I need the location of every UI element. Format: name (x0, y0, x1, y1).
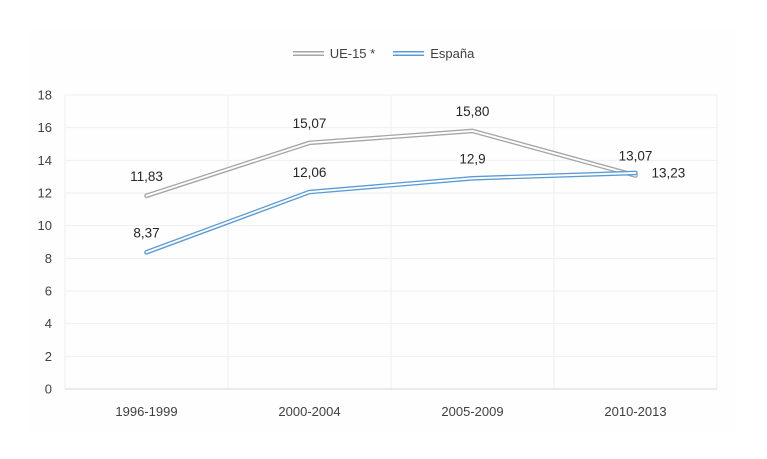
y-tick-label: 4 (45, 316, 52, 331)
y-tick-label: 0 (45, 382, 52, 397)
x-category-label: 2000-2004 (278, 404, 340, 419)
x-category-label: 1996-1999 (115, 404, 177, 419)
data-label: 12,9 (459, 151, 485, 166)
y-tick-label: 14 (38, 153, 52, 168)
x-category-label: 2010-2013 (604, 404, 666, 419)
legend-line-marker (393, 51, 425, 56)
chart-legend: UE-15 * España (0, 47, 767, 60)
data-label: 15,80 (456, 104, 490, 119)
x-category-label: 2005-2009 (441, 404, 503, 419)
y-tick-label: 12 (38, 186, 52, 201)
legend-line-marker (292, 51, 324, 56)
legend-label: España (430, 46, 475, 61)
data-label: 11,83 (130, 169, 163, 184)
data-label: 13,07 (619, 149, 653, 164)
legend-item: UE-15 * (292, 46, 376, 61)
legend-label: UE-15 * (329, 46, 376, 61)
data-label: 15,07 (293, 116, 327, 131)
series-line-inner (145, 129, 637, 197)
y-tick-label: 8 (45, 251, 52, 266)
data-label: 13,23 (652, 165, 686, 180)
y-tick-label: 2 (45, 349, 52, 364)
legend-item: España (393, 47, 474, 60)
data-label: 8,37 (133, 225, 159, 240)
y-tick-label: 18 (38, 88, 52, 103)
y-tick-label: 6 (45, 284, 52, 299)
y-tick-label: 16 (38, 120, 52, 135)
series-line-inner (145, 171, 637, 254)
y-tick-label: 10 (38, 218, 52, 233)
data-label: 12,06 (293, 165, 327, 180)
